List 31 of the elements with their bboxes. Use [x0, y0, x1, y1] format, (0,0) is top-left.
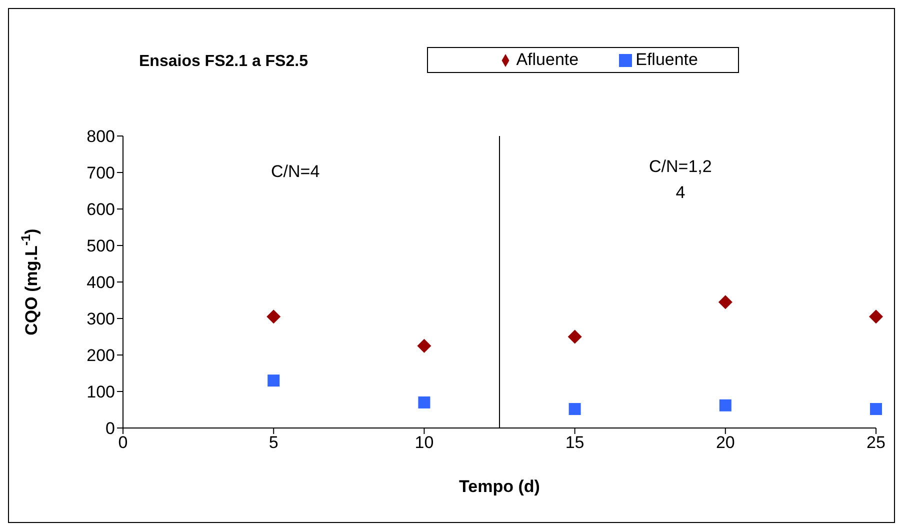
y-tick-label: 100 [86, 382, 115, 402]
chart-title: Ensaios FS2.1 a FS2.5 [139, 53, 308, 71]
y-tick-label: 200 [86, 346, 115, 366]
point [568, 330, 582, 344]
point [266, 310, 281, 324]
x-tick-label: 0 [118, 433, 128, 452]
y-tick-label: 300 [86, 310, 115, 329]
x-tick-label: 5 [268, 433, 278, 452]
y-tick-label: 600 [86, 200, 115, 220]
x-tick-label: 10 [414, 433, 434, 452]
x-tick-label: 15 [565, 433, 584, 452]
y-tick-label: 400 [86, 273, 115, 292]
y-tick-label: 800 [86, 127, 115, 146]
x-tick-label: 20 [716, 433, 735, 452]
point [268, 374, 280, 387]
x-axis-title: Tempo (d) [459, 477, 540, 496]
y-tick-label: 700 [86, 164, 115, 183]
annotation: C/N=1,2 4 [649, 156, 712, 204]
y-tick-label: 0 [106, 419, 115, 438]
point [718, 295, 732, 310]
point [417, 338, 432, 353]
x-tick-label: 25 [866, 433, 886, 452]
point [418, 396, 430, 408]
point [568, 403, 581, 416]
legend-label: Afluente [516, 50, 579, 69]
point [870, 403, 882, 416]
y-tick-label: 500 [86, 236, 115, 256]
point [869, 310, 883, 324]
annotation: C/N=4 [271, 161, 320, 183]
legend-label: Efluente [636, 50, 698, 69]
point [719, 399, 732, 412]
